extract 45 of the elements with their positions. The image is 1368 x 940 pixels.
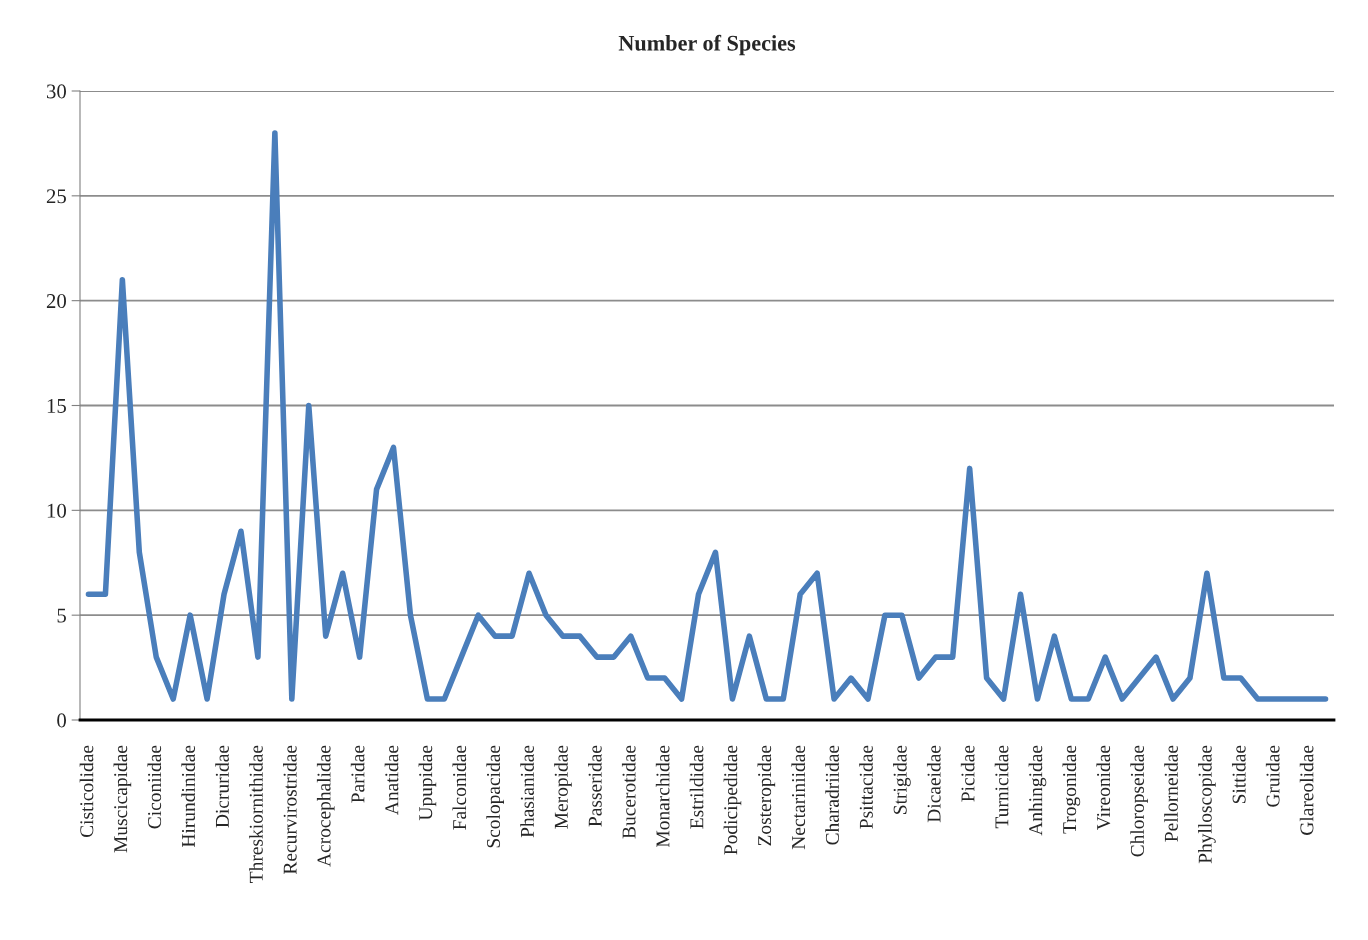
x-tick-label: Meropidae	[554, 745, 572, 829]
y-tick-label: 10	[47, 503, 67, 518]
x-tick-label: Falconidae	[452, 745, 467, 830]
x-tick-label: Turnicidae	[994, 745, 1009, 829]
x-tick-label: Nectariniidae	[791, 745, 806, 850]
chart-title: Number of Species	[618, 34, 796, 56]
x-tick-label: Anatidae	[384, 745, 399, 815]
x-tick-label: Scolopacidae	[486, 745, 504, 848]
y-tick-label: 5	[57, 608, 66, 623]
x-tick-label: Podicipedidae	[723, 745, 742, 855]
x-tick-label: Recurvirostridae	[283, 745, 297, 875]
x-tick-label: Pellorneidae	[1164, 745, 1178, 842]
x-tick-label: Glareolidae	[1299, 745, 1314, 835]
x-tick-label: Anhingidae	[1028, 745, 1047, 836]
x-tick-label: Threskiornithidae	[249, 745, 263, 883]
y-tick-label: 20	[46, 294, 67, 309]
x-tick-label: Trogonidae	[1062, 745, 1081, 834]
x-tick-label: Paridae	[350, 745, 365, 803]
x-tick-label: Psittacidae	[859, 745, 873, 829]
x-tick-label: Acrocephalidae	[316, 745, 335, 867]
x-tick-label: Muscicapidae	[113, 745, 132, 853]
x-tick-label: Hirundinidae	[181, 745, 196, 848]
x-tick-label: Dicruridae	[215, 745, 229, 828]
x-tick-label: Passeridae	[588, 745, 602, 827]
x-tick-label: Upupidae	[418, 745, 437, 821]
x-tick-label: Monarchidae	[655, 745, 670, 848]
x-tick-label: Sittidae	[1231, 745, 1246, 804]
x-tick-label: Charadriidae	[825, 745, 839, 845]
x-tick-label: Estrildidae	[689, 745, 704, 829]
x-tick-label: Strigidae	[893, 745, 911, 814]
y-tick-label: 30	[46, 84, 67, 99]
y-tick-label: 25	[46, 189, 66, 204]
x-tick-label: Dicaeidae	[926, 745, 941, 823]
x-tick-label: Zosteropidae	[757, 745, 776, 846]
x-tick-label: Ciconiidae	[147, 745, 162, 829]
x-tick-label: Gruidae	[1265, 745, 1280, 807]
y-tick-label: 15	[47, 398, 66, 413]
y-tick-label: 0	[57, 713, 67, 728]
x-tick-label: Cisticolidae	[79, 745, 94, 838]
x-tick-label: Chloropseidae	[1130, 745, 1148, 857]
x-tick-label: Phylloscopidae	[1198, 745, 1216, 864]
x-tick-label: Picidae	[960, 745, 975, 802]
x-tick-label: Vireonidae	[1096, 745, 1111, 830]
x-tick-label: Phasianidae	[520, 745, 534, 838]
x-tick-label: Bucerotidae	[621, 745, 636, 839]
